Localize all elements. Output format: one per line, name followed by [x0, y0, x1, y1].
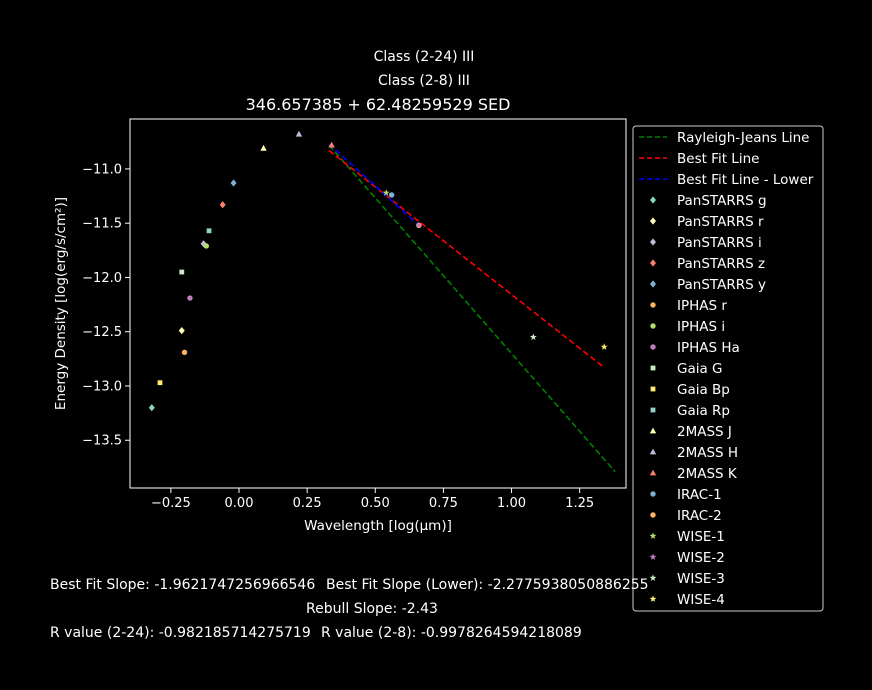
legend-marker-gaia-bp — [650, 386, 656, 392]
legend-label-gaia-rp: Gaia Rp — [677, 403, 730, 419]
legend-label-iphas-ha: IPHAS Ha — [677, 340, 740, 356]
point-irac-1 — [388, 192, 395, 198]
best-fit-line-lower — [328, 143, 420, 226]
x-tick-label: 0.00 — [225, 496, 254, 511]
plot-area: −0.25 0.00 0.25 0.50 0.75 1.00 1.25 −11.0 −11.5 −… — [53, 118, 627, 534]
class-2-24-label: Class (2-24) III — [374, 49, 475, 65]
legend-marker-wise-1 — [649, 532, 657, 539]
best-fit-line — [328, 149, 605, 369]
chart-title: 346.657385 + 62.48259529 SED — [246, 95, 511, 114]
legend-label-panstarrs-r: PanSTARRS r — [677, 214, 764, 230]
point-panstarrs-z — [219, 201, 226, 209]
legend-label-2mass-k: 2MASS K — [677, 466, 738, 482]
point-panstarrs-r — [178, 327, 185, 335]
point-iphas-r — [181, 349, 188, 356]
point-wise-1 — [382, 189, 390, 196]
legend-label-irac-1: IRAC-1 — [677, 487, 722, 503]
legend-label-panstarrs-i: PanSTARRS i — [677, 235, 762, 251]
legend-label-wise-4: WISE-4 — [677, 592, 725, 608]
legend-label-iphas-r: IPHAS r — [677, 298, 727, 314]
legend-marker-panstarrs-y — [650, 280, 656, 288]
point-wise-3 — [529, 333, 537, 341]
legend-label-rayleigh-jeans-line: Rayleigh-Jeans Line — [677, 130, 809, 146]
legend-label-panstarrs-z: PanSTARRS z — [677, 256, 765, 272]
y-tick-label: −11.5 — [82, 217, 122, 232]
point-2mass-h — [295, 130, 303, 137]
legend-label-wise-3: WISE-3 — [677, 571, 725, 587]
legend-marker-wise-3 — [649, 574, 657, 581]
legend-label-wise-2: WISE-2 — [677, 550, 725, 566]
rayleigh-jeans-line — [328, 144, 616, 473]
legend-marker-irac-1 — [650, 491, 656, 497]
y-tick-label: −13.0 — [82, 379, 122, 394]
legend-label-wise-1: WISE-1 — [677, 529, 725, 545]
point-iphas-i — [203, 243, 210, 249]
best-fit-slope-text: Best Fit Slope: -1.9621747256966546 — [50, 577, 315, 593]
legend-label-panstarrs-y: PanSTARRS y — [677, 277, 766, 293]
legend-label-panstarrs-g: PanSTARRS g — [677, 193, 767, 209]
point-panstarrs-y — [230, 179, 237, 187]
r-value-2-8-text: R value (2-8): -0.9978264594218089 — [321, 625, 582, 641]
y-tick-label: −12.5 — [82, 325, 122, 340]
legend-label-2mass-h: 2MASS H — [677, 445, 738, 461]
legend-marker-panstarrs-r — [650, 217, 656, 225]
legend-marker-wise-4 — [649, 595, 657, 602]
point-wise-2 — [415, 221, 423, 229]
legend-marker-2mass-j — [649, 427, 657, 434]
rebull-slope-text: Rebull Slope: -2.43 — [306, 601, 438, 617]
point-gaia-g — [179, 269, 185, 275]
legend-label-gaia-bp: Gaia Bp — [677, 382, 730, 398]
legend-marker-panstarrs-g — [650, 196, 656, 204]
legend-label-irac-2: IRAC-2 — [677, 508, 722, 524]
legend-marker-irac-2 — [650, 512, 656, 518]
class-2-8-label: Class (2-8) III — [378, 73, 470, 89]
legend-marker-2mass-k — [649, 469, 657, 476]
x-tick-label: 1.25 — [565, 496, 594, 511]
legend-box — [632, 125, 824, 612]
point-wise-4 — [600, 343, 608, 350]
legend-marker-2mass-h — [649, 448, 657, 455]
x-tick-label: 0.25 — [293, 496, 322, 511]
x-axis-label: Wavelength [log(μm)] — [304, 518, 452, 534]
x-tick-label: 0.50 — [361, 496, 390, 511]
y-axis-label: Energy Density [log(erg/s/cm²)] — [53, 197, 69, 410]
legend-label-gaia-g: Gaia G — [677, 361, 723, 377]
legend-marker-panstarrs-z — [650, 259, 656, 267]
y-tick-label: −13.5 — [82, 434, 122, 449]
plot-frame — [129, 118, 627, 489]
x-tick-label: 1.00 — [497, 496, 526, 511]
point-gaia-rp — [206, 228, 212, 234]
r-value-2-24-text: R value (2-24): -0.982185714275719 — [50, 625, 311, 641]
legend-marker-gaia-g — [650, 365, 656, 371]
x-tick-label: −0.25 — [151, 496, 191, 511]
point-iphas-ha — [187, 295, 193, 301]
legend-label-best-fit-line: Best Fit Line — [677, 151, 759, 167]
point-2mass-k — [328, 141, 335, 148]
legend-marker-gaia-rp — [650, 407, 656, 413]
best-fit-slope-lower-text: Best Fit Slope (Lower): -2.2775938050886… — [326, 577, 649, 593]
point-2mass-j — [260, 144, 267, 151]
y-tick-label: −11.0 — [82, 162, 122, 177]
legend-label-iphas-i: IPHAS i — [677, 319, 725, 335]
point-gaia-bp — [157, 380, 163, 386]
point-panstarrs-g — [148, 404, 155, 412]
y-tick-label: −12.0 — [82, 271, 122, 286]
legend-marker-iphas-i — [650, 323, 656, 329]
legend-label-best-fit-line-lower: Best Fit Line - Lower — [677, 172, 814, 188]
legend: Rayleigh-Jeans Line Best Fit Line Best Fit… — [632, 125, 824, 612]
legend-marker-iphas-ha — [650, 344, 656, 350]
legend-marker-iphas-r — [650, 302, 656, 308]
x-tick-label: 0.75 — [429, 496, 458, 511]
legend-marker-panstarrs-i — [650, 238, 656, 246]
legend-marker-wise-2 — [649, 553, 657, 560]
legend-label-2mass-j: 2MASS J — [677, 424, 732, 440]
